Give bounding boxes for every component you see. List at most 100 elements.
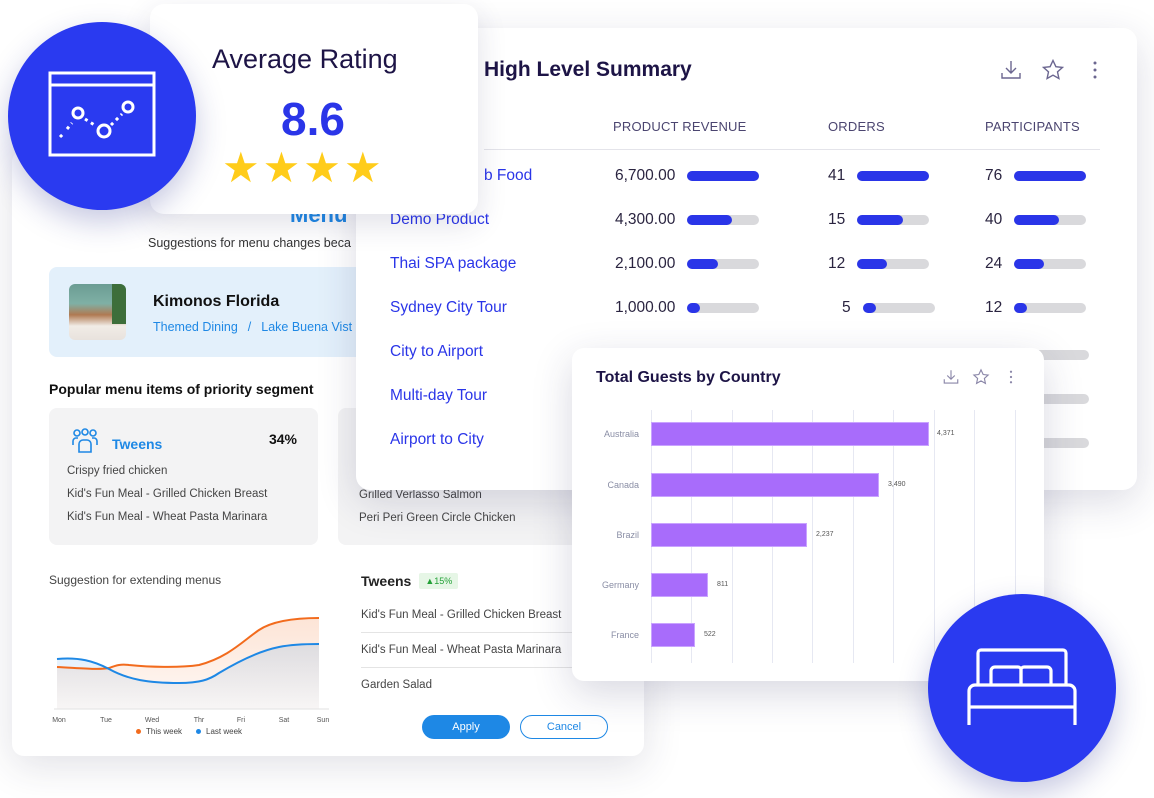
column-header-participants[interactable]: PARTICIPANTS bbox=[985, 119, 1080, 134]
analytics-badge bbox=[8, 22, 196, 210]
bar-row-france[interactable]: France 522 bbox=[572, 623, 1112, 647]
table-row[interactable]: Demo Product 4,300.00 15 40 bbox=[356, 209, 1137, 233]
list-item[interactable]: Kid's Fun Meal - Grilled Chicken Breast bbox=[361, 598, 601, 633]
extending-menus-line-chart: Mon Tue Wed Thr Fri Sat Sun bbox=[52, 617, 330, 724]
participants-bar bbox=[1014, 171, 1087, 181]
revenue-bar bbox=[687, 259, 760, 269]
bar-australia[interactable] bbox=[651, 422, 929, 446]
breadcrumb-separator: / bbox=[247, 320, 252, 334]
bar-canada[interactable] bbox=[651, 473, 879, 497]
orders-value: 5 bbox=[842, 299, 851, 316]
orders-bar bbox=[857, 215, 930, 225]
table-row[interactable]: Thai SPA package 2,100.00 12 24 bbox=[356, 253, 1137, 277]
category-label: Australia bbox=[603, 429, 639, 439]
menu-card-subtitle: Suggestions for menu changes beca bbox=[148, 236, 351, 250]
product-name[interactable]: Multi-day Tour bbox=[390, 387, 488, 404]
participants-value: 12 bbox=[985, 299, 1003, 316]
participants-value: 40 bbox=[985, 211, 1003, 228]
svg-text:Sun: Sun bbox=[317, 717, 330, 724]
cancel-button[interactable]: Cancel bbox=[520, 715, 608, 739]
product-name[interactable]: b Food bbox=[484, 167, 533, 184]
participants-value: 76 bbox=[985, 167, 1003, 184]
tweens-list-title: Tweens bbox=[361, 573, 412, 589]
extending-menus-title: Suggestion for extending menus bbox=[49, 573, 222, 587]
product-name[interactable]: Airport to City bbox=[390, 431, 484, 448]
value-label: 3,490 bbox=[888, 481, 906, 488]
download-icon[interactable] bbox=[942, 368, 960, 391]
participants-bar bbox=[1014, 259, 1087, 269]
value-label: 2,237 bbox=[816, 531, 834, 538]
product-name[interactable]: City to Airport bbox=[390, 343, 484, 360]
value-label: 811 bbox=[717, 581, 729, 588]
list-item: Grilled Verlasso Salmon bbox=[359, 489, 482, 501]
star-icon[interactable] bbox=[972, 368, 990, 391]
table-row[interactable]: Sydney City Tour 1,000.00 5 12 bbox=[356, 297, 1137, 321]
orders-value: 15 bbox=[828, 211, 846, 228]
column-header-revenue[interactable]: PRODUCT REVENUE bbox=[613, 119, 747, 134]
orders-bar bbox=[862, 303, 935, 313]
more-vertical-icon[interactable] bbox=[1083, 58, 1107, 87]
category-label: Brazil bbox=[616, 530, 639, 540]
bar-france[interactable] bbox=[651, 623, 695, 647]
revenue-value: 1,000.00 bbox=[615, 299, 676, 316]
svg-text:Thr: Thr bbox=[194, 717, 205, 724]
participants-bar bbox=[1014, 215, 1087, 225]
tweens-list-header: Tweens ▲15% bbox=[361, 573, 459, 589]
segment-name: Tweens bbox=[112, 435, 163, 452]
revenue-bar bbox=[687, 171, 760, 181]
table-row[interactable]: Airport to City bbox=[356, 429, 1137, 453]
venue-category-link[interactable]: Themed Dining bbox=[153, 320, 238, 334]
bar-row-canada[interactable]: Canada 3,490 bbox=[572, 473, 1112, 497]
venue-thumbnail-image bbox=[69, 284, 126, 340]
participants-value: 24 bbox=[985, 255, 1003, 272]
table-row[interactable]: City to Airport bbox=[356, 341, 1137, 365]
product-name[interactable]: Thai SPA package bbox=[390, 255, 517, 272]
column-header-orders[interactable]: ORDERS bbox=[828, 119, 885, 134]
product-name[interactable]: Sydney City Tour bbox=[390, 299, 507, 316]
segment-items-list: Crispy fried chicken Kid's Fun Meal - Gr… bbox=[67, 463, 267, 532]
legend-last-week[interactable]: Last week bbox=[196, 727, 242, 736]
header-divider bbox=[484, 149, 1100, 150]
table-row[interactable]: b Food 6,700.00 41 76 bbox=[356, 165, 1137, 189]
apply-button[interactable]: Apply bbox=[422, 715, 510, 739]
average-rating-card: Average Rating 8.6 ★★★★ bbox=[150, 4, 478, 214]
table-row[interactable]: Multi-day Tour bbox=[356, 385, 1137, 409]
bar-row-australia[interactable]: Australia 4,371 bbox=[572, 422, 1112, 446]
revenue-bar bbox=[687, 215, 760, 225]
accommodation-badge bbox=[928, 594, 1116, 782]
bar-row-germany[interactable]: Germany 811 bbox=[572, 573, 1112, 597]
svg-text:Sat: Sat bbox=[279, 717, 290, 724]
guests-chart-title: Total Guests by Country bbox=[596, 369, 781, 386]
product-name[interactable]: Demo Product bbox=[390, 211, 490, 228]
list-item[interactable]: Kid's Fun Meal - Wheat Pasta Marinara bbox=[361, 633, 601, 668]
participants-bar bbox=[1027, 394, 1089, 404]
segment-card-tweens[interactable]: Tweens 34% Crispy fried chicken Kid's Fu… bbox=[49, 408, 318, 545]
revenue-value: 2,100.00 bbox=[615, 255, 676, 272]
orders-value: 41 bbox=[828, 167, 846, 184]
segment-percent: 34% bbox=[268, 431, 297, 447]
orders-value: 12 bbox=[828, 255, 846, 272]
list-item[interactable]: Garden Salad bbox=[361, 679, 432, 691]
list-item: Kid's Fun Meal - Grilled Chicken Breast bbox=[67, 488, 268, 500]
participants-bar bbox=[1027, 438, 1089, 448]
svg-text:Fri: Fri bbox=[237, 717, 246, 724]
star-icon[interactable] bbox=[1041, 58, 1065, 87]
category-label: Canada bbox=[607, 480, 639, 490]
venue-location-link[interactable]: Lake Buena Vist bbox=[261, 320, 353, 334]
download-icon[interactable] bbox=[999, 58, 1023, 87]
list-item: Crispy fried chicken bbox=[67, 465, 168, 477]
segment-items-list: Grilled Verlasso Salmon Peri Peri Green … bbox=[359, 487, 516, 533]
orders-bar bbox=[857, 259, 930, 269]
bar-brazil[interactable] bbox=[651, 523, 807, 547]
bar-germany[interactable] bbox=[651, 573, 708, 597]
bar-row-brazil[interactable]: Brazil 2,237 bbox=[572, 523, 1112, 547]
svg-text:Tue: Tue bbox=[100, 717, 112, 724]
orders-bar bbox=[857, 171, 930, 181]
more-vertical-icon[interactable] bbox=[1002, 368, 1020, 391]
list-item: Peri Peri Green Circle Chicken bbox=[359, 512, 516, 524]
legend-this-week[interactable]: This week bbox=[136, 727, 182, 736]
rating-value: 8.6 bbox=[281, 93, 345, 145]
category-label: France bbox=[610, 630, 639, 640]
tweens-suggestion-list: Kid's Fun Meal - Grilled Chicken Breast … bbox=[361, 598, 601, 703]
popular-items-heading: Popular menu items of priority segment bbox=[49, 381, 314, 397]
